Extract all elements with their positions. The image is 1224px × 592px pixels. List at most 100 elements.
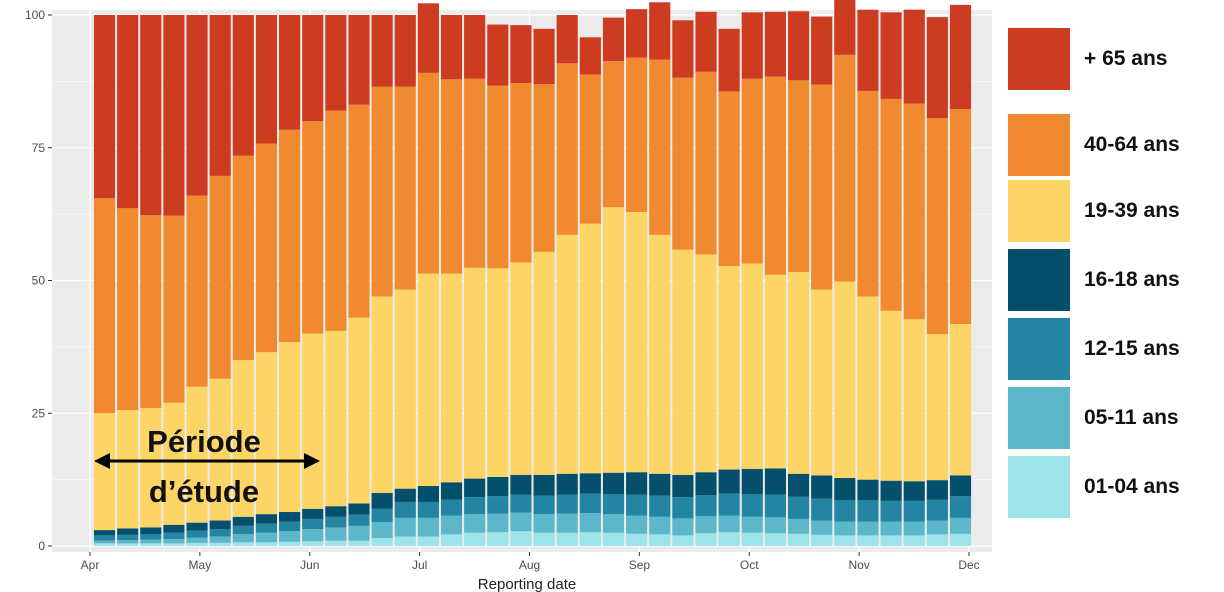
bar-segment <box>556 473 578 495</box>
bar-segment <box>325 516 347 528</box>
bar-segment <box>348 104 370 318</box>
bar-segment <box>811 84 833 290</box>
bar-segment <box>672 77 694 250</box>
bar-stack <box>394 15 416 546</box>
bar-segment <box>117 534 139 541</box>
bar-segment <box>533 474 555 496</box>
bar-segment <box>117 15 139 209</box>
y-tick-label: 50 <box>32 274 46 288</box>
bar-segment <box>695 533 717 546</box>
bar-segment <box>394 488 416 502</box>
bar-segment <box>440 15 463 80</box>
bar-segment <box>279 342 301 513</box>
legend-swatch <box>1008 318 1070 380</box>
bar-segment <box>926 118 948 335</box>
bar-segment <box>186 530 208 538</box>
x-tick-label: Nov <box>848 558 869 572</box>
bar-segment <box>695 472 717 496</box>
bar-segment <box>163 539 185 544</box>
bar-segment <box>209 175 231 379</box>
bar-segment <box>302 508 324 519</box>
bar-segment <box>949 4 972 109</box>
bar-segment <box>487 85 509 269</box>
bar-segment <box>255 542 278 546</box>
bar-segment <box>232 155 254 361</box>
bar-segment <box>880 480 902 501</box>
bar-segment <box>140 215 162 408</box>
bar-segment <box>417 486 439 502</box>
bar-stack <box>764 11 786 546</box>
bar-stack <box>163 15 185 546</box>
bar-segment <box>949 108 972 325</box>
bar-segment <box>764 468 786 495</box>
legend-item: + 65 ans <box>1008 28 1224 90</box>
bar-segment <box>279 129 301 343</box>
bar-segment <box>787 533 810 546</box>
bar-stack <box>140 15 162 546</box>
bar-segment <box>718 91 740 267</box>
bar-stack <box>371 15 393 546</box>
bar-segment <box>880 310 902 481</box>
bar-segment <box>857 9 879 91</box>
bar-segment <box>279 541 301 546</box>
x-tick-label: Dec <box>958 558 979 572</box>
bar-segment <box>371 296 393 493</box>
bar-segment <box>695 71 717 255</box>
legend-item: 01-04 ans <box>1008 456 1224 518</box>
bar-stack <box>348 15 370 546</box>
bar-segment <box>903 319 925 482</box>
bar-segment <box>880 98 902 311</box>
bar-segment <box>787 80 810 272</box>
bar-segment <box>209 520 231 530</box>
bar-segment <box>741 263 763 470</box>
bar-segment <box>926 520 948 535</box>
bar-segment <box>440 273 463 483</box>
bar-segment <box>487 476 509 497</box>
bar-segment <box>834 521 856 536</box>
bar-segment <box>949 475 972 497</box>
bar-stack <box>857 9 879 546</box>
bar-segment <box>510 474 532 495</box>
bar-segment <box>440 534 463 546</box>
bar-segment <box>279 15 301 130</box>
bar-segment <box>140 539 162 544</box>
bar-segment <box>464 15 486 79</box>
bar-segment <box>232 516 254 526</box>
bar-segment <box>626 515 648 534</box>
bar-segment <box>140 543 162 546</box>
bar-segment <box>949 324 972 476</box>
bar-segment <box>764 76 786 275</box>
bar-segment <box>533 532 555 546</box>
bar-segment <box>209 542 231 546</box>
bar-segment <box>232 542 254 546</box>
bar-segment <box>140 534 162 540</box>
bar-segment <box>140 527 162 535</box>
bar-segment <box>556 513 578 533</box>
bar-segment <box>117 208 139 411</box>
bar-segment <box>348 15 370 105</box>
bar-segment <box>93 535 116 541</box>
bar-segment <box>325 110 347 331</box>
bar-stack <box>556 15 578 546</box>
bar-segment <box>163 215 185 403</box>
bar-stack <box>718 28 740 546</box>
y-tick-label: 100 <box>25 8 45 22</box>
bar-segment <box>672 474 694 498</box>
bar-segment <box>903 481 925 501</box>
bar-stack <box>255 15 278 546</box>
bar-segment <box>510 82 532 263</box>
bar-segment <box>255 143 278 353</box>
legend-swatch <box>1008 249 1070 311</box>
x-tick-label: Jul <box>412 558 427 572</box>
bar-segment <box>464 532 486 546</box>
bar-segment <box>926 480 948 500</box>
bar-segment <box>348 540 370 546</box>
bar-stack <box>279 15 301 546</box>
bar-segment <box>117 410 139 529</box>
bar-segment <box>787 272 810 474</box>
bar-segment <box>602 532 625 546</box>
bar-segment <box>903 500 925 522</box>
bar-segment <box>394 501 416 518</box>
bar-segment <box>232 360 254 517</box>
bar-segment <box>487 24 509 86</box>
